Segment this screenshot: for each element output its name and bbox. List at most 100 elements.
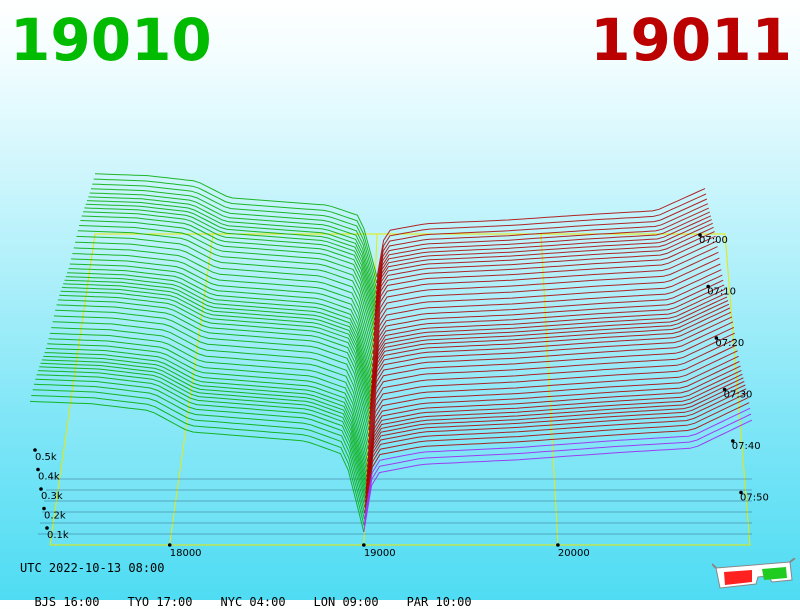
ask-depth-line bbox=[374, 215, 712, 308]
x-tick-mark bbox=[167, 543, 172, 547]
x-tick-label: 19000 bbox=[364, 548, 396, 559]
grid-line-20000 bbox=[540, 233, 559, 545]
ask-depth-line bbox=[370, 288, 726, 388]
y-tick-mark bbox=[42, 506, 46, 511]
bid-depth-line bbox=[90, 188, 377, 295]
ask-depth-line bbox=[371, 284, 725, 384]
bid-depth-line bbox=[39, 366, 367, 494]
ask-depth-line bbox=[368, 326, 735, 431]
x-tick-mark bbox=[362, 543, 366, 547]
bid-depth-line bbox=[76, 235, 374, 348]
time-tick-mark bbox=[739, 490, 743, 495]
bid-depth-line bbox=[57, 299, 370, 420]
bid-depth-line bbox=[71, 258, 373, 373]
ask-depth-line bbox=[369, 307, 731, 410]
ask-depth-line bbox=[369, 311, 732, 414]
x-tick-mark bbox=[556, 543, 560, 547]
bid-depth-line bbox=[83, 211, 376, 321]
ask-depth-line bbox=[366, 369, 742, 478]
time-tick-mark bbox=[706, 284, 710, 289]
3d-glasses-icon[interactable] bbox=[712, 558, 796, 594]
ask-depth-line bbox=[375, 211, 711, 304]
ask-depth-line bbox=[372, 263, 721, 361]
bid-depth-line bbox=[88, 196, 377, 304]
bid-depth-line bbox=[56, 304, 370, 425]
bid-depth-line bbox=[72, 253, 373, 367]
bid-depth-line bbox=[37, 370, 366, 499]
ask-depth-line bbox=[372, 269, 722, 367]
bid-depth-line bbox=[73, 247, 374, 361]
bid-depth-line bbox=[89, 192, 377, 299]
time-tick-label: 07:00 bbox=[699, 235, 728, 246]
bid-depth-line bbox=[44, 352, 368, 478]
ask-depth-line bbox=[373, 235, 716, 331]
ask-depth-line bbox=[369, 303, 730, 405]
time-tick-mark bbox=[698, 233, 702, 237]
bid-depth-line bbox=[75, 241, 374, 355]
bid-depth-line bbox=[55, 309, 370, 431]
time-tick-label: 07:30 bbox=[724, 390, 753, 401]
time-tick-label: 07:50 bbox=[740, 493, 769, 504]
ask-depth-line bbox=[374, 226, 714, 321]
y-tick-label: 0.1k bbox=[47, 530, 69, 541]
depth-curves bbox=[29, 173, 753, 533]
bid-depth-line bbox=[41, 359, 367, 486]
time-tick-label: 07:40 bbox=[732, 441, 761, 452]
bid-depth-line bbox=[60, 290, 371, 410]
time-tick-mark bbox=[731, 439, 735, 443]
bid-depth-line bbox=[35, 378, 366, 508]
y-tick-label: 0.5k bbox=[35, 452, 57, 463]
time-tick-mark bbox=[714, 336, 719, 340]
y-tick-mark bbox=[33, 448, 37, 452]
ask-depth-line bbox=[368, 321, 734, 425]
bid-depth-line bbox=[61, 286, 371, 405]
bid-depth-line bbox=[48, 338, 369, 462]
ask-depth-line bbox=[369, 316, 733, 419]
bid-depth-line bbox=[85, 203, 376, 312]
bid-depth-line bbox=[49, 332, 369, 456]
right-price-label: 19011 bbox=[590, 6, 792, 74]
ask-depth-line bbox=[370, 292, 727, 393]
ask-depth-line bbox=[367, 355, 739, 462]
ask-depth-line bbox=[364, 388, 747, 498]
ask-depth-line bbox=[370, 300, 729, 401]
ask-depth-line bbox=[363, 419, 753, 533]
bid-depth-line bbox=[79, 225, 375, 336]
bid-depth-line bbox=[31, 395, 365, 526]
bid-depth-line bbox=[81, 215, 375, 326]
chart-grid bbox=[38, 233, 752, 546]
zone-bjs: BJS 16:00 bbox=[34, 595, 100, 609]
ask-depth-line bbox=[372, 257, 720, 354]
bid-depth-line bbox=[32, 389, 365, 520]
ask-depth-line bbox=[366, 373, 743, 482]
ask-depth-line bbox=[364, 397, 749, 508]
bid-depth-line bbox=[33, 383, 366, 514]
x-tick-label: 18000 bbox=[170, 548, 202, 559]
y-tick-mark bbox=[36, 467, 40, 472]
left-price-label: 19010 bbox=[10, 6, 212, 74]
ask-depth-line bbox=[365, 380, 745, 490]
bid-depth-line bbox=[64, 279, 372, 397]
x-tick-label: 20000 bbox=[558, 548, 590, 559]
bid-depth-line bbox=[59, 294, 371, 414]
zone-par: PAR 10:00 bbox=[406, 595, 472, 609]
bid-depth-line bbox=[52, 321, 369, 444]
bid-depth-line bbox=[43, 355, 367, 482]
ask-depth-line bbox=[366, 360, 740, 468]
ask-depth-line bbox=[375, 203, 709, 294]
bid-depth-line bbox=[84, 207, 376, 316]
ask-depth-line bbox=[368, 332, 735, 437]
ask-depth-line bbox=[374, 222, 713, 316]
bid-depth-line bbox=[45, 347, 368, 473]
bid-depth-line bbox=[80, 220, 375, 331]
y-tick-label: 0.3k bbox=[41, 491, 63, 502]
utc-time: UTC 2022-10-13 08:00 bbox=[20, 561, 165, 575]
ask-depth-line bbox=[363, 407, 751, 520]
bid-depth-line bbox=[29, 400, 365, 533]
time-tick-label: 07:20 bbox=[715, 338, 744, 349]
bid-depth-line bbox=[67, 272, 372, 389]
ask-depth-line bbox=[373, 231, 715, 326]
y-tick-label: 0.2k bbox=[44, 511, 66, 522]
ask-depth-line bbox=[374, 219, 712, 312]
time-tick-mark bbox=[722, 387, 727, 392]
